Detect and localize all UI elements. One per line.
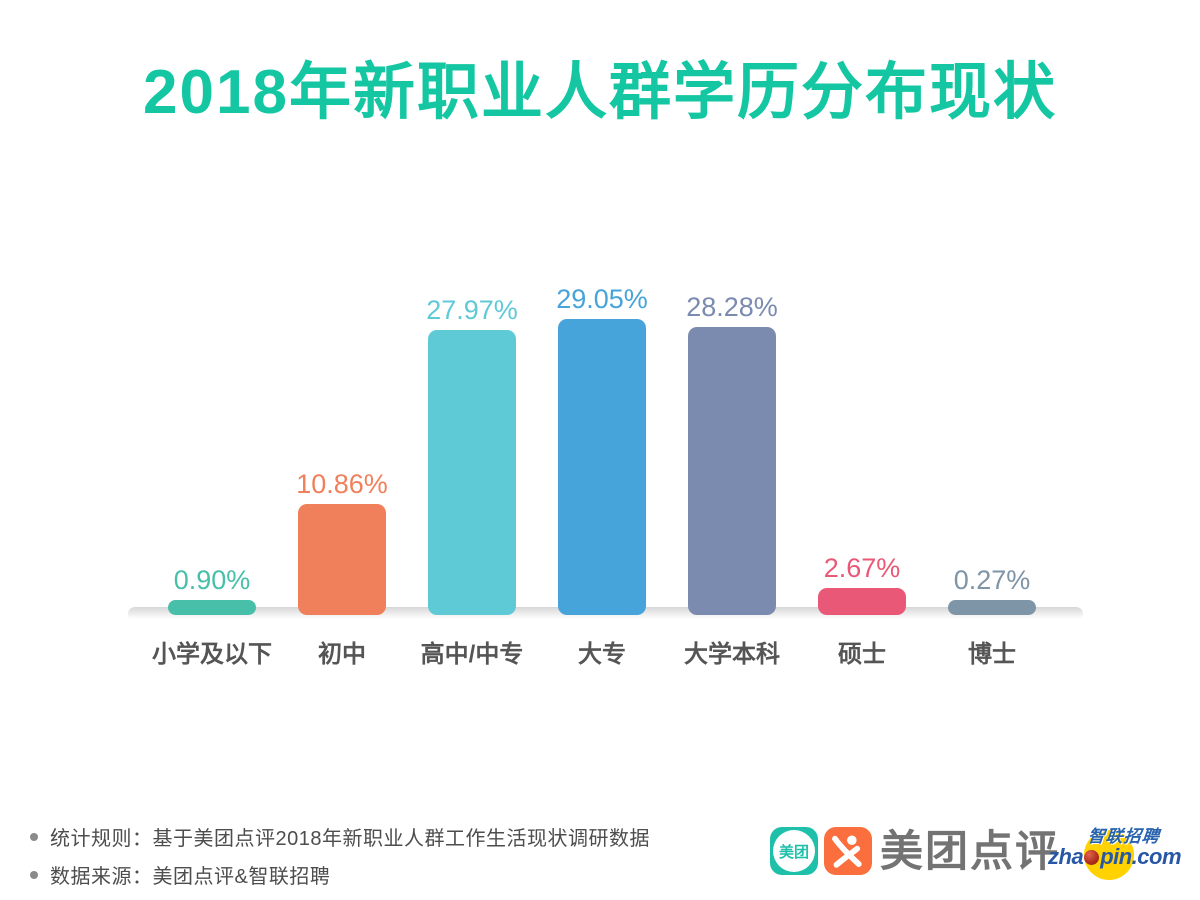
bar	[168, 600, 256, 615]
footer-notes: 统计规则：基于美团点评2018年新职业人群工作生活现状调研数据 数据来源：美团点…	[30, 822, 650, 898]
bar-column: 2.67%	[797, 258, 927, 615]
bar-column: 29.05%	[537, 258, 667, 615]
zhaopin-chinese-wordmark: 智联招聘	[1086, 827, 1161, 846]
category-label: 初中	[318, 641, 366, 668]
note-data-source: 数据来源：美团点评&智联招聘	[30, 860, 650, 889]
dianping-logo-icon	[824, 827, 872, 875]
bar-column: 10.86%	[277, 258, 407, 615]
bar-column: 28.28%	[667, 258, 797, 615]
bar	[298, 504, 386, 615]
zhaopin-url-wordmark: zha pin.com	[1048, 844, 1182, 870]
note-text: 统计规则：基于美团点评2018年新职业人群工作生活现状调研数据	[50, 828, 650, 850]
meituan-dianping-wordmark: 美团点评	[880, 828, 1060, 876]
zhaopin-red-dot-icon	[1084, 849, 1100, 865]
category-label: 硕士	[838, 641, 886, 668]
zhaopin-yellow-circle	[1084, 830, 1134, 880]
bar-value-label: 28.28%	[686, 292, 778, 322]
category-axis: 小学及以下 初中 高中/中专 大专 大学本科 硕士 博士	[147, 634, 1057, 669]
bars-area: 0.90% 10.86% 27.97% 29.05% 28.28% 2.67% 0.27%	[147, 258, 1057, 615]
bar-column: 0.90%	[147, 258, 277, 615]
zhaopin-url-suffix: pin.com	[1100, 844, 1182, 869]
zhaopin-url-prefix: zha	[1048, 844, 1084, 869]
page-title: 2018年新职业人群学历分布现状	[143, 58, 1057, 127]
bar	[688, 327, 776, 615]
bar-value-label: 0.90%	[173, 565, 251, 595]
category-label: 大学本科	[684, 641, 780, 668]
bullet-icon	[30, 870, 38, 879]
bullet-icon	[30, 832, 38, 841]
bar-column: 27.97%	[407, 258, 537, 615]
meituan-logo-text: 美团	[778, 843, 809, 861]
bar	[558, 319, 646, 615]
note-statistics-rule: 统计规则：基于美团点评2018年新职业人群工作生活现状调研数据	[30, 822, 650, 851]
bar-value-label: 10.86%	[296, 469, 388, 499]
bar	[428, 330, 516, 615]
bar-value-label: 27.97%	[426, 295, 518, 325]
category-label: 博士	[968, 641, 1016, 668]
bar-chart: 0.90% 10.86% 27.97% 29.05% 28.28% 2.67% 0.27% …	[128, 258, 1083, 669]
bar	[818, 588, 906, 615]
bar-value-label: 2.67%	[823, 553, 901, 583]
bar-value-label: 0.27%	[953, 565, 1031, 595]
bar-value-label: 29.05%	[556, 284, 648, 314]
category-label: 高中/中专	[420, 641, 524, 668]
meituan-logo-circle: 美团	[773, 830, 815, 872]
bar-column: 0.27%	[927, 258, 1057, 615]
zhaopin-logo: 智联招聘 zha pin.com	[1048, 822, 1193, 890]
dianping-figure-icon	[832, 835, 862, 868]
category-label: 小学及以下	[152, 641, 272, 668]
category-label: 大专	[578, 641, 626, 668]
note-text: 数据来源：美团点评&智联招聘	[50, 866, 331, 888]
bar	[948, 600, 1036, 615]
meituan-logo-icon: 美团	[770, 827, 818, 875]
